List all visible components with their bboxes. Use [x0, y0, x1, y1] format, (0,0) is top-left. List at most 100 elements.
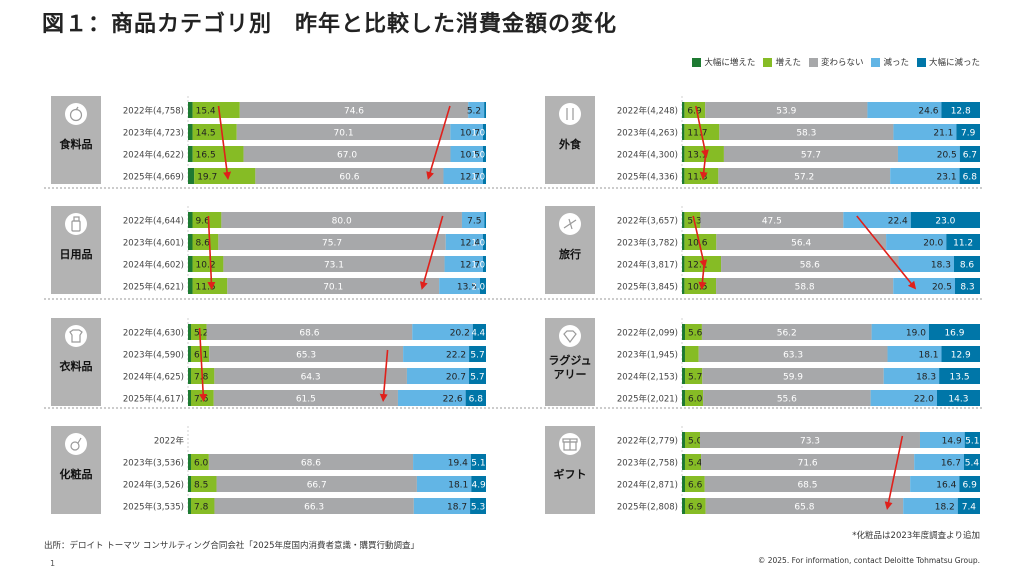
data-label: 14.3 [948, 395, 968, 405]
bar-segment [470, 454, 486, 470]
legend-item: 減った [871, 56, 909, 68]
trend-arrow [198, 327, 208, 402]
data-label: 20.0 [923, 239, 943, 249]
bar-segment [898, 256, 954, 272]
row-label: 2025年(4,617) [123, 394, 184, 405]
bar-segment [412, 324, 473, 340]
diamond-icon [559, 325, 581, 347]
bar-segment [472, 324, 486, 340]
data-label: 68.5 [797, 481, 817, 491]
row-label: 2022年(3,657) [617, 216, 678, 227]
bar-segment [482, 168, 486, 184]
data-label: 13.5 [457, 283, 477, 293]
row-label: 2022年(2,779) [617, 436, 678, 447]
trend-arrow [698, 259, 707, 290]
data-label: 19.7 [197, 173, 217, 183]
bar-segment [236, 124, 451, 140]
bar-segment [243, 146, 451, 162]
bar-segment [721, 256, 899, 272]
bar-segment [214, 368, 407, 384]
page-number: 1 [50, 559, 56, 568]
bar-segment [188, 102, 193, 118]
bar-segment [964, 432, 980, 448]
category-label: 外食 [558, 137, 582, 151]
data-label: 8.6 [960, 261, 975, 271]
bar-segment [903, 498, 958, 514]
data-label: 5.7 [470, 351, 484, 361]
bar-segment [716, 234, 887, 250]
data-label: 23.0 [935, 217, 955, 227]
trend-arrow [207, 215, 216, 290]
category-label: 食料品 [60, 137, 93, 151]
bar-segment [959, 476, 980, 492]
bar-segment [443, 168, 483, 184]
trend-arrow [695, 105, 709, 158]
data-label: 7.8 [194, 503, 209, 513]
row-label: 2024年(3,817) [617, 260, 678, 271]
bar-segment [698, 346, 888, 362]
bar-segment [685, 390, 704, 406]
bar-segment [684, 102, 706, 118]
data-label: 63.3 [783, 351, 803, 361]
diamond-icon-shape [563, 330, 577, 343]
bar-segment [223, 256, 445, 272]
data-label: 11.3 [687, 173, 707, 183]
bar-segment [956, 124, 980, 140]
data-label: 73.3 [800, 437, 820, 447]
bar-segment [188, 168, 195, 184]
bar-segment [461, 212, 485, 228]
bar-segment [682, 168, 685, 184]
data-label: 10.7 [460, 129, 480, 139]
row-label: 2024年(4,300) [617, 150, 678, 161]
data-label: 11.5 [196, 283, 216, 293]
data-label: 12.9 [951, 351, 971, 361]
data-label: 68.6 [299, 329, 319, 339]
bar-segment [188, 146, 193, 162]
data-label: 58.6 [800, 261, 820, 271]
bar-segment [190, 324, 207, 340]
bar-segment [188, 390, 191, 406]
data-label: 23.1 [937, 173, 957, 183]
bar-segment [482, 124, 486, 140]
bar-segment [192, 234, 219, 250]
row-label: 2023年(3,782) [617, 238, 678, 249]
data-label: 6.8 [469, 395, 484, 405]
bar-segment [255, 168, 444, 184]
bar-segment [218, 234, 446, 250]
data-label: 6.8 [963, 173, 978, 183]
data-label: 15.4 [196, 107, 216, 117]
data-label: 6.0 [688, 395, 703, 405]
bar-segment [685, 368, 703, 384]
data-label: 12.7 [460, 173, 480, 183]
data-label: 7.5 [467, 217, 481, 227]
data-label: 18.3 [916, 373, 936, 383]
data-label: 20.5 [937, 151, 957, 161]
bar-segment [192, 256, 224, 272]
data-label: 12.7 [460, 261, 480, 271]
data-label: 68.6 [301, 459, 321, 469]
row-label: 2024年(3,526) [123, 480, 184, 491]
bar-segment [190, 454, 209, 470]
category-label: アリー [554, 368, 587, 381]
airplane-icon-shape [563, 218, 577, 230]
bar-segment [192, 102, 240, 118]
data-label: 5.3 [471, 503, 485, 513]
bar-segment [191, 476, 217, 492]
apple-icon-stem [75, 106, 79, 111]
category-label: ラグジュ [548, 353, 591, 367]
trend-arrow [426, 105, 451, 180]
legend-item: 変わらない [808, 56, 863, 68]
data-label: 74.6 [344, 107, 364, 117]
data-label: 13.5 [950, 373, 970, 383]
data-label: 20.2 [450, 329, 470, 339]
bar-segment [705, 102, 868, 118]
bar-segment [685, 324, 702, 340]
row-label: 2025年(3,535) [123, 502, 184, 513]
data-label: 57.2 [794, 173, 814, 183]
data-label: 22.4 [888, 217, 908, 227]
bar-segment [682, 146, 685, 162]
data-label: 53.9 [776, 107, 796, 117]
bar-segment [959, 168, 980, 184]
bar-segment [685, 498, 706, 514]
